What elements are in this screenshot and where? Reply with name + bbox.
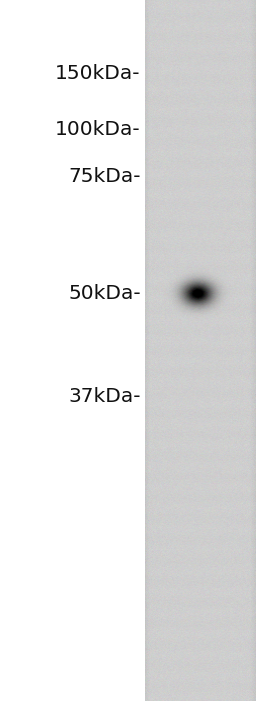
Text: 37kDa-: 37kDa-	[68, 386, 141, 406]
Text: 75kDa-: 75kDa-	[68, 167, 141, 186]
Text: 100kDa-: 100kDa-	[55, 120, 141, 139]
Text: 50kDa-: 50kDa-	[68, 283, 141, 303]
Text: 150kDa-: 150kDa-	[55, 64, 141, 83]
Bar	[0, 0, 145, 701]
